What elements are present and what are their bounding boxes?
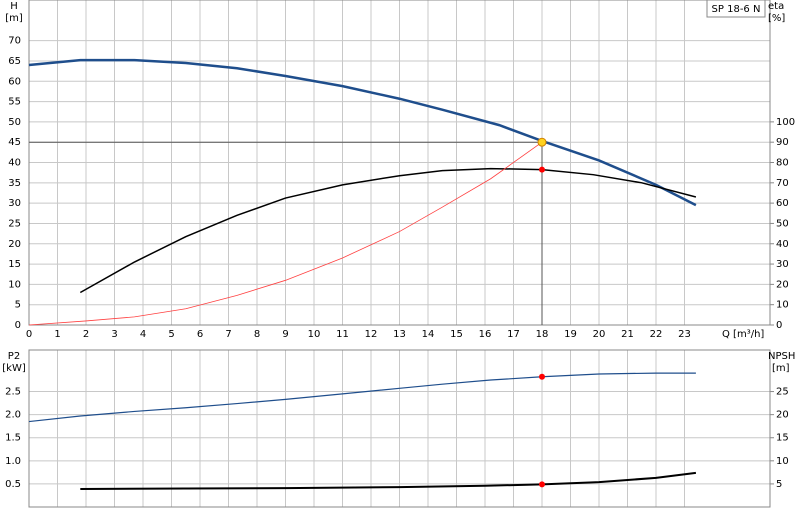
duty-point xyxy=(539,166,545,173)
y-tick-label: 60 xyxy=(8,76,21,87)
y2-tick-label: 70 xyxy=(776,178,789,189)
y-axis-unit: [m] xyxy=(5,13,23,24)
y2-tick-label: 50 xyxy=(776,218,789,229)
y2-tick-label: 60 xyxy=(776,198,789,209)
curve xyxy=(28,372,696,423)
x-tick-label: 16 xyxy=(479,329,492,340)
duty-point xyxy=(537,137,547,147)
y-axis-label: H xyxy=(10,1,18,12)
y-tick-label: 40 xyxy=(8,158,21,169)
curve xyxy=(79,167,697,294)
x-tick-label: 15 xyxy=(450,329,463,340)
y-tick-label: 1.0 xyxy=(5,456,21,467)
x-axis-label: Q [m³/h] xyxy=(722,329,764,340)
x-tick-label: 19 xyxy=(564,329,577,340)
y2-tick-label: 10 xyxy=(776,300,789,311)
y-tick-label: 0 xyxy=(15,320,21,331)
x-tick-label: 3 xyxy=(111,329,117,340)
y-tick-label: 70 xyxy=(8,36,21,47)
y-tick-label: 5 xyxy=(15,300,21,311)
x-tick-label: 5 xyxy=(168,329,174,340)
x-tick-label: 11 xyxy=(336,329,349,340)
y2-tick-label: 0 xyxy=(776,320,782,331)
x-tick-label: 12 xyxy=(365,329,378,340)
y2-axis-label: eta xyxy=(768,1,784,12)
y-tick-label: 20 xyxy=(8,239,21,250)
y-tick-label: 1.5 xyxy=(5,433,21,444)
y2-tick-label: 10 xyxy=(776,456,789,467)
y2-tick-label: 20 xyxy=(776,279,789,290)
y-tick-label: 65 xyxy=(8,56,21,67)
x-tick-label: 8 xyxy=(254,329,260,340)
y-tick-label: 45 xyxy=(8,137,21,148)
y2-tick-label: 5 xyxy=(776,479,782,490)
x-tick-label: 10 xyxy=(308,329,321,340)
x-tick-label: 2 xyxy=(83,329,89,340)
y-tick-label: 55 xyxy=(8,97,21,108)
y2-tick-label: 90 xyxy=(776,137,789,148)
y-tick-label: 2.0 xyxy=(5,410,21,421)
x-tick-label: 20 xyxy=(593,329,606,340)
y-tick-label: 30 xyxy=(8,198,21,209)
x-tick-label: 6 xyxy=(197,329,203,340)
x-tick-label: 23 xyxy=(678,329,691,340)
y-tick-label: 15 xyxy=(8,259,21,270)
y-tick-label: 25 xyxy=(8,218,21,229)
x-tick-label: 1 xyxy=(54,329,60,340)
y2-tick-label: 40 xyxy=(776,239,789,250)
x-tick-label: 21 xyxy=(621,329,634,340)
chart-title: SP 18-6 N xyxy=(712,4,761,15)
y-axis-label: P2 xyxy=(8,351,20,362)
y-tick-label: 35 xyxy=(8,178,21,189)
y2-tick-label: 100 xyxy=(776,117,795,128)
curve xyxy=(28,141,543,326)
duty-point xyxy=(539,373,545,380)
y-tick-label: 2.5 xyxy=(5,387,21,398)
y2-tick-label: 80 xyxy=(776,158,789,169)
y2-tick-label: 15 xyxy=(776,433,789,444)
y2-tick-label: 30 xyxy=(776,259,789,270)
x-tick-label: 13 xyxy=(393,329,406,340)
y2-tick-label: 20 xyxy=(776,410,789,421)
y-tick-label: 0.5 xyxy=(5,479,21,490)
x-tick-label: 0 xyxy=(26,329,32,340)
plot-frame xyxy=(28,349,771,508)
x-tick-label: 17 xyxy=(507,329,520,340)
y2-tick-label: 25 xyxy=(776,387,789,398)
x-tick-label: 9 xyxy=(282,329,288,340)
x-tick-label: 22 xyxy=(650,329,663,340)
y-axis-unit: [kW] xyxy=(2,363,26,374)
curve xyxy=(28,58,697,207)
y2-axis-label: NPSH xyxy=(768,351,795,362)
duty-point xyxy=(539,481,545,488)
y2-axis-unit: [m] xyxy=(772,363,790,374)
x-tick-label: 18 xyxy=(536,329,549,340)
y-tick-label: 10 xyxy=(8,279,21,290)
x-tick-label: 14 xyxy=(422,329,435,340)
x-tick-label: 4 xyxy=(140,329,146,340)
y2-axis-unit: [%] xyxy=(768,13,785,24)
curve xyxy=(80,471,697,490)
y-tick-label: 50 xyxy=(8,117,21,128)
plot-frame xyxy=(28,0,771,326)
title-box xyxy=(706,0,766,18)
x-tick-label: 7 xyxy=(225,329,231,340)
